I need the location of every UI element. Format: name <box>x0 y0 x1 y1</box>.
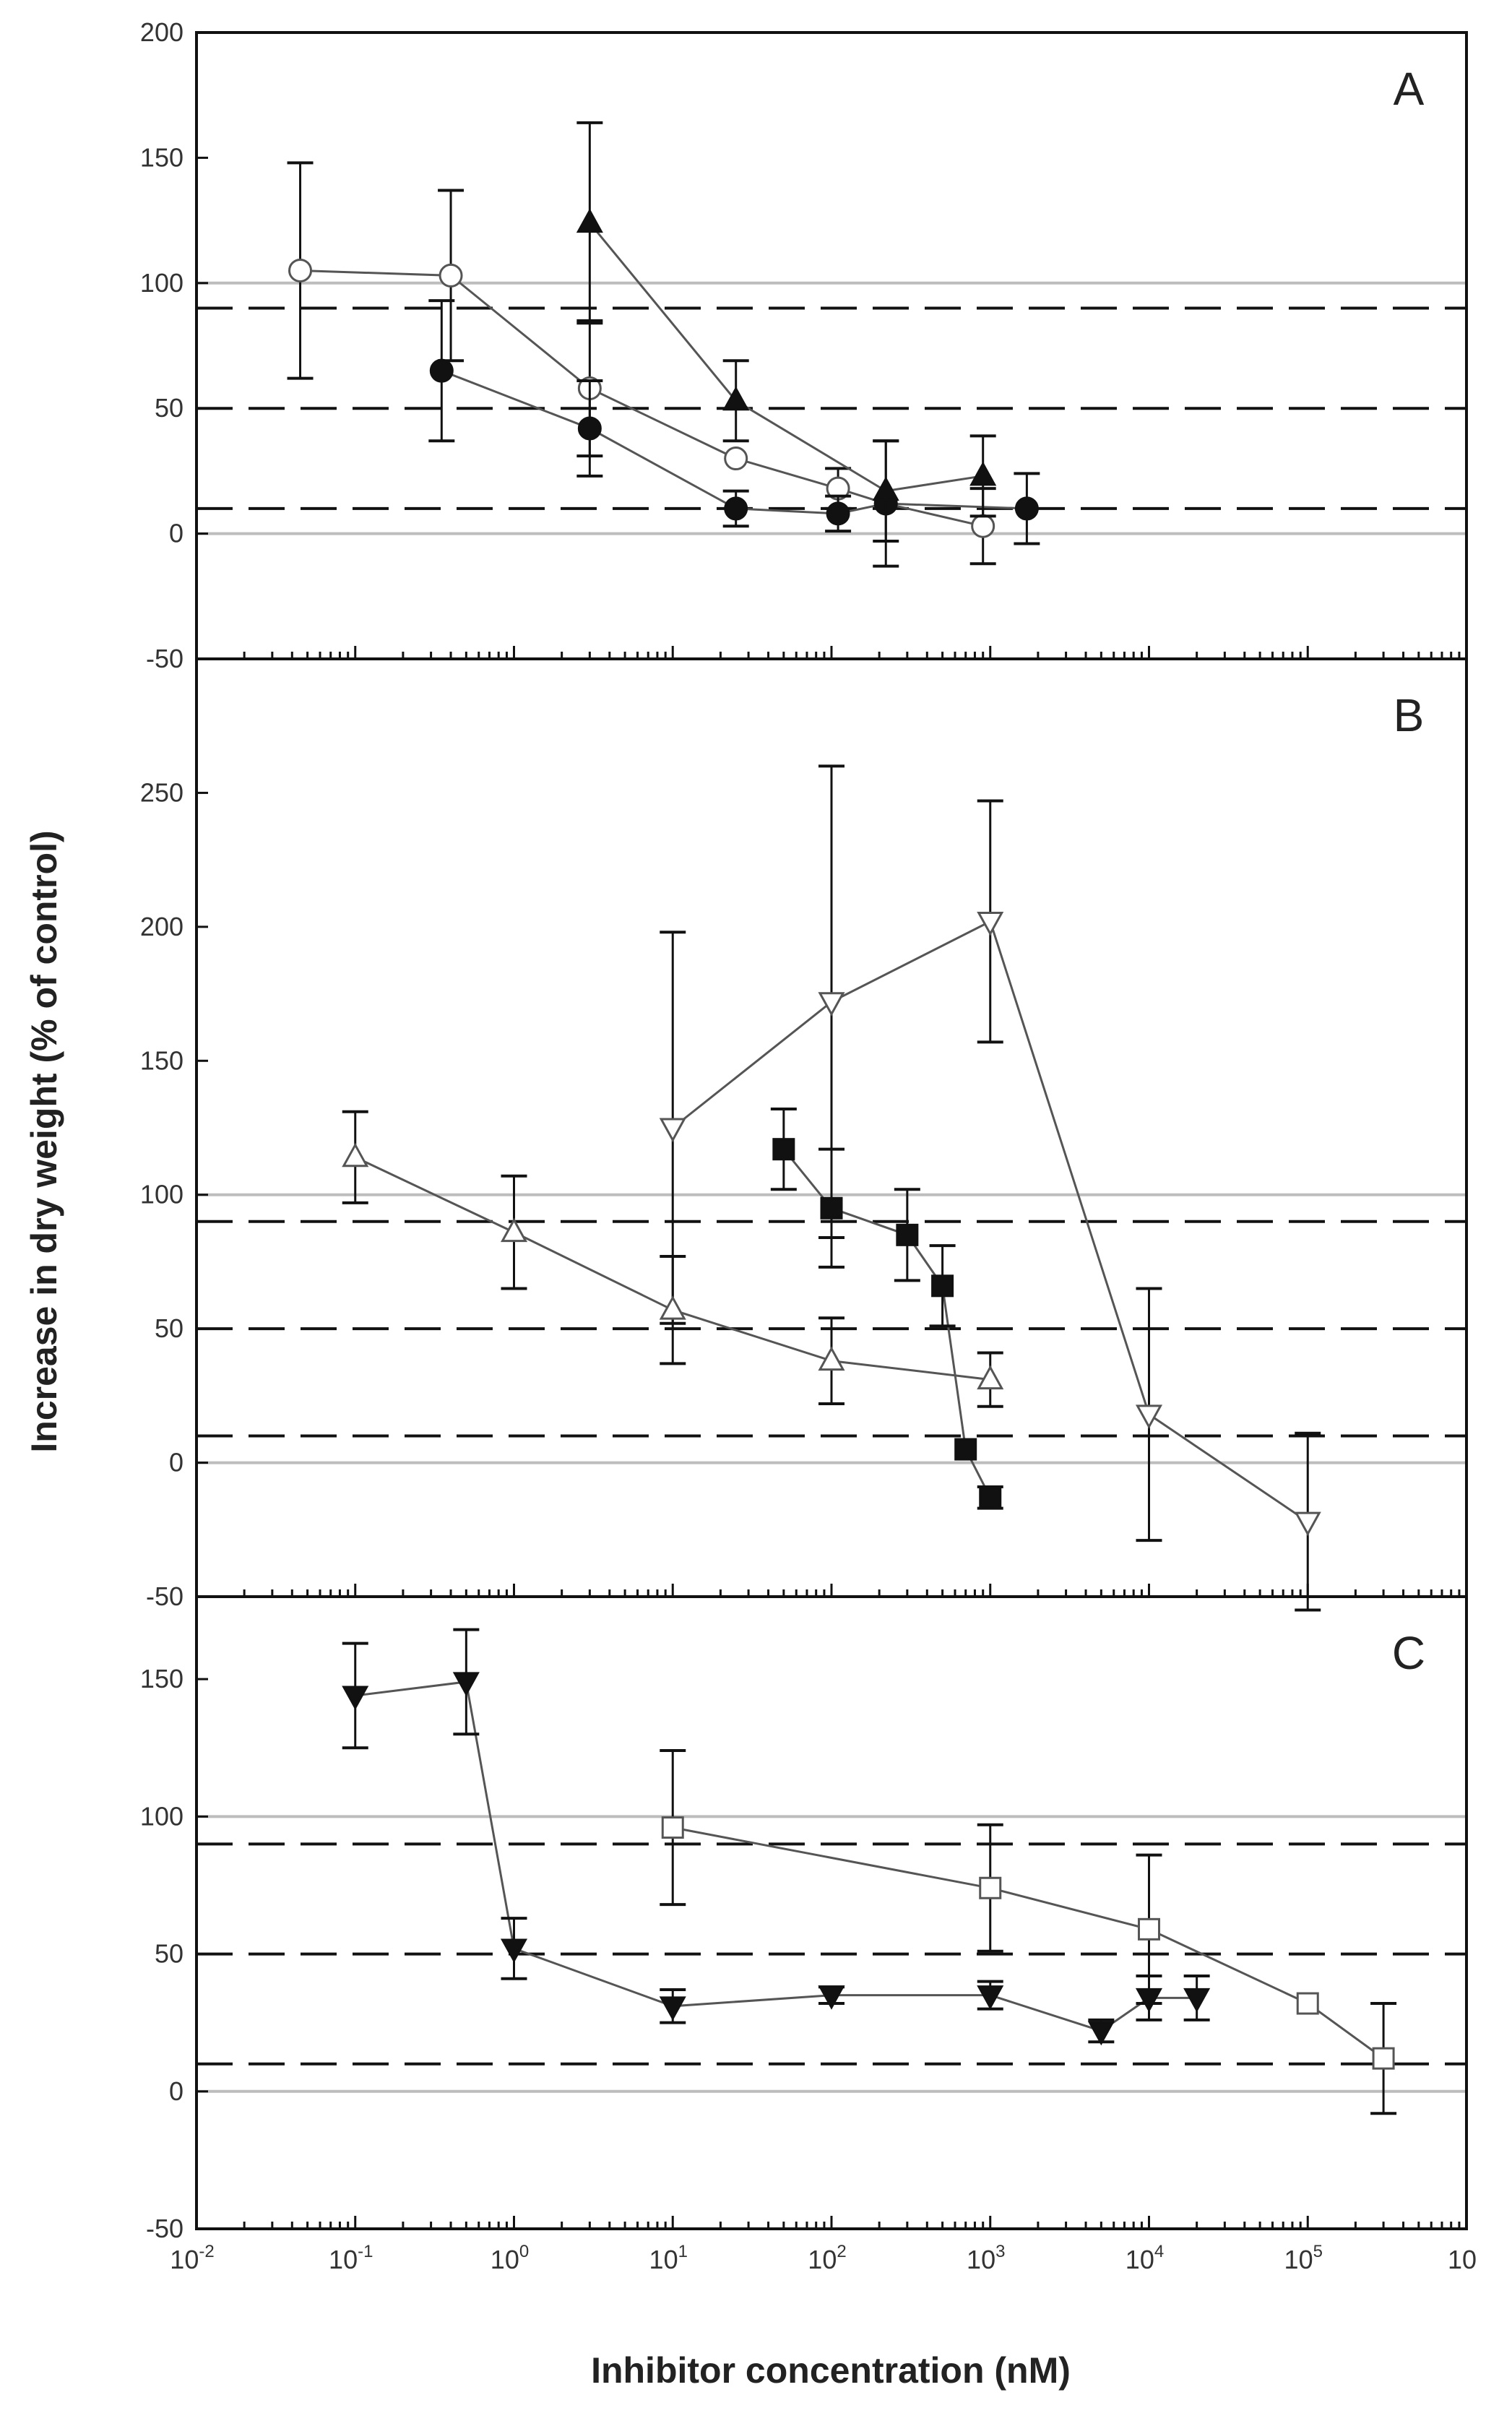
y-tick-label: 50 <box>155 1939 183 1969</box>
x-tick-label: 103 <box>967 2242 1005 2274</box>
data-point <box>826 501 850 526</box>
data-point <box>872 476 899 501</box>
series-line <box>673 1826 1384 2060</box>
x-tick-label: 105 <box>1284 2242 1323 2274</box>
data-point <box>977 911 1004 936</box>
y-tick-label: 200 <box>140 17 183 47</box>
data-point <box>818 1346 845 1371</box>
panel-label-A: A <box>1394 63 1425 115</box>
data-series <box>287 121 1397 2115</box>
x-tick-label: 100 <box>491 2242 529 2274</box>
panel-label-C: C <box>1392 1627 1425 1679</box>
data-point <box>979 1486 1002 1509</box>
data-point <box>576 208 603 233</box>
data-point <box>772 1138 795 1161</box>
series-B-open-triangle-up <box>342 1110 1004 1408</box>
data-point <box>896 1223 919 1246</box>
panel-frames <box>195 31 1468 2230</box>
data-point <box>724 496 748 521</box>
y-tick-label: -50 <box>146 2214 183 2243</box>
series-line <box>355 1680 1197 2032</box>
data-point <box>724 446 748 471</box>
y-tick-label: 150 <box>140 1045 183 1075</box>
y-tick-label: 100 <box>140 1180 183 1209</box>
data-point <box>971 514 995 538</box>
data-point <box>722 386 750 411</box>
data-point <box>954 1438 977 1461</box>
axis-labels: Increase in dry weight (% of control) In… <box>24 17 1477 2391</box>
y-tick-label: 150 <box>140 1664 183 1693</box>
y-tick-label: 100 <box>140 1801 183 1831</box>
y-tick-label: 0 <box>169 2076 183 2106</box>
y-tick-label: -50 <box>146 644 183 673</box>
data-point <box>659 1295 686 1320</box>
y-tick-label: 50 <box>155 393 183 423</box>
data-point <box>659 1118 686 1143</box>
series-A-filled-circle <box>428 299 1040 568</box>
series-B-filled-square <box>770 1108 1003 1510</box>
y-tick-label: 100 <box>140 268 183 298</box>
data-point <box>977 1365 1004 1390</box>
series-line <box>589 222 983 493</box>
y-tick-label: 0 <box>169 519 183 548</box>
x-tick-label: 102 <box>808 2242 846 2274</box>
data-point <box>342 1686 369 1711</box>
data-point <box>1294 1511 1321 1537</box>
series-C-filled-triangle-down <box>342 1628 1211 2046</box>
data-point <box>979 1876 1002 1899</box>
panel-frame-A <box>195 31 1468 660</box>
y-axis-title: Increase in dry weight (% of control) <box>24 830 64 1452</box>
x-tick-label: 10-2 <box>170 2242 214 2274</box>
data-point <box>818 1985 845 2010</box>
y-tick-label: 0 <box>169 1448 183 1477</box>
data-point <box>661 1816 684 1839</box>
y-tick-label: 150 <box>140 142 183 172</box>
data-point <box>977 1985 1004 2010</box>
y-tick-label: -50 <box>146 1581 183 1611</box>
x-tick-label: 101 <box>649 2242 688 2274</box>
data-point <box>452 1672 480 1697</box>
reference-lines <box>196 281 1466 2093</box>
x-tick-label: 10-1 <box>329 2242 373 2274</box>
data-point <box>1183 1988 1211 2013</box>
data-point <box>1296 1992 1319 2015</box>
data-point <box>1372 2047 1395 2070</box>
series-B-open-triangle-down <box>659 764 1321 1612</box>
data-point <box>500 1217 528 1243</box>
data-point <box>1087 2021 1115 2046</box>
x-tick-label: 104 <box>1126 2242 1164 2274</box>
data-point <box>969 461 997 486</box>
x-axis-title: Inhibitor concentration (nM) <box>591 2350 1071 2391</box>
data-point <box>820 1196 843 1220</box>
panel-label-B: B <box>1394 689 1425 741</box>
series-A-filled-triangle-up <box>576 121 997 543</box>
data-point <box>1138 1917 1160 1941</box>
y-tick-label: 50 <box>155 1313 183 1343</box>
series-C-open-square <box>660 1749 1397 2115</box>
y-tick-label: 200 <box>140 912 183 941</box>
data-point <box>429 358 454 383</box>
x-tick-label: 10 <box>1448 2245 1477 2274</box>
y-tick-label: 250 <box>140 777 183 807</box>
data-point <box>931 1274 954 1298</box>
data-point <box>439 263 463 288</box>
data-point <box>288 258 313 282</box>
data-point <box>1014 496 1039 521</box>
series-line <box>441 369 1027 515</box>
data-point <box>1135 1404 1163 1429</box>
data-point <box>659 1996 686 2021</box>
data-point <box>577 416 602 441</box>
data-point <box>342 1142 369 1168</box>
data-point <box>500 1938 528 1964</box>
data-point <box>818 992 845 1017</box>
